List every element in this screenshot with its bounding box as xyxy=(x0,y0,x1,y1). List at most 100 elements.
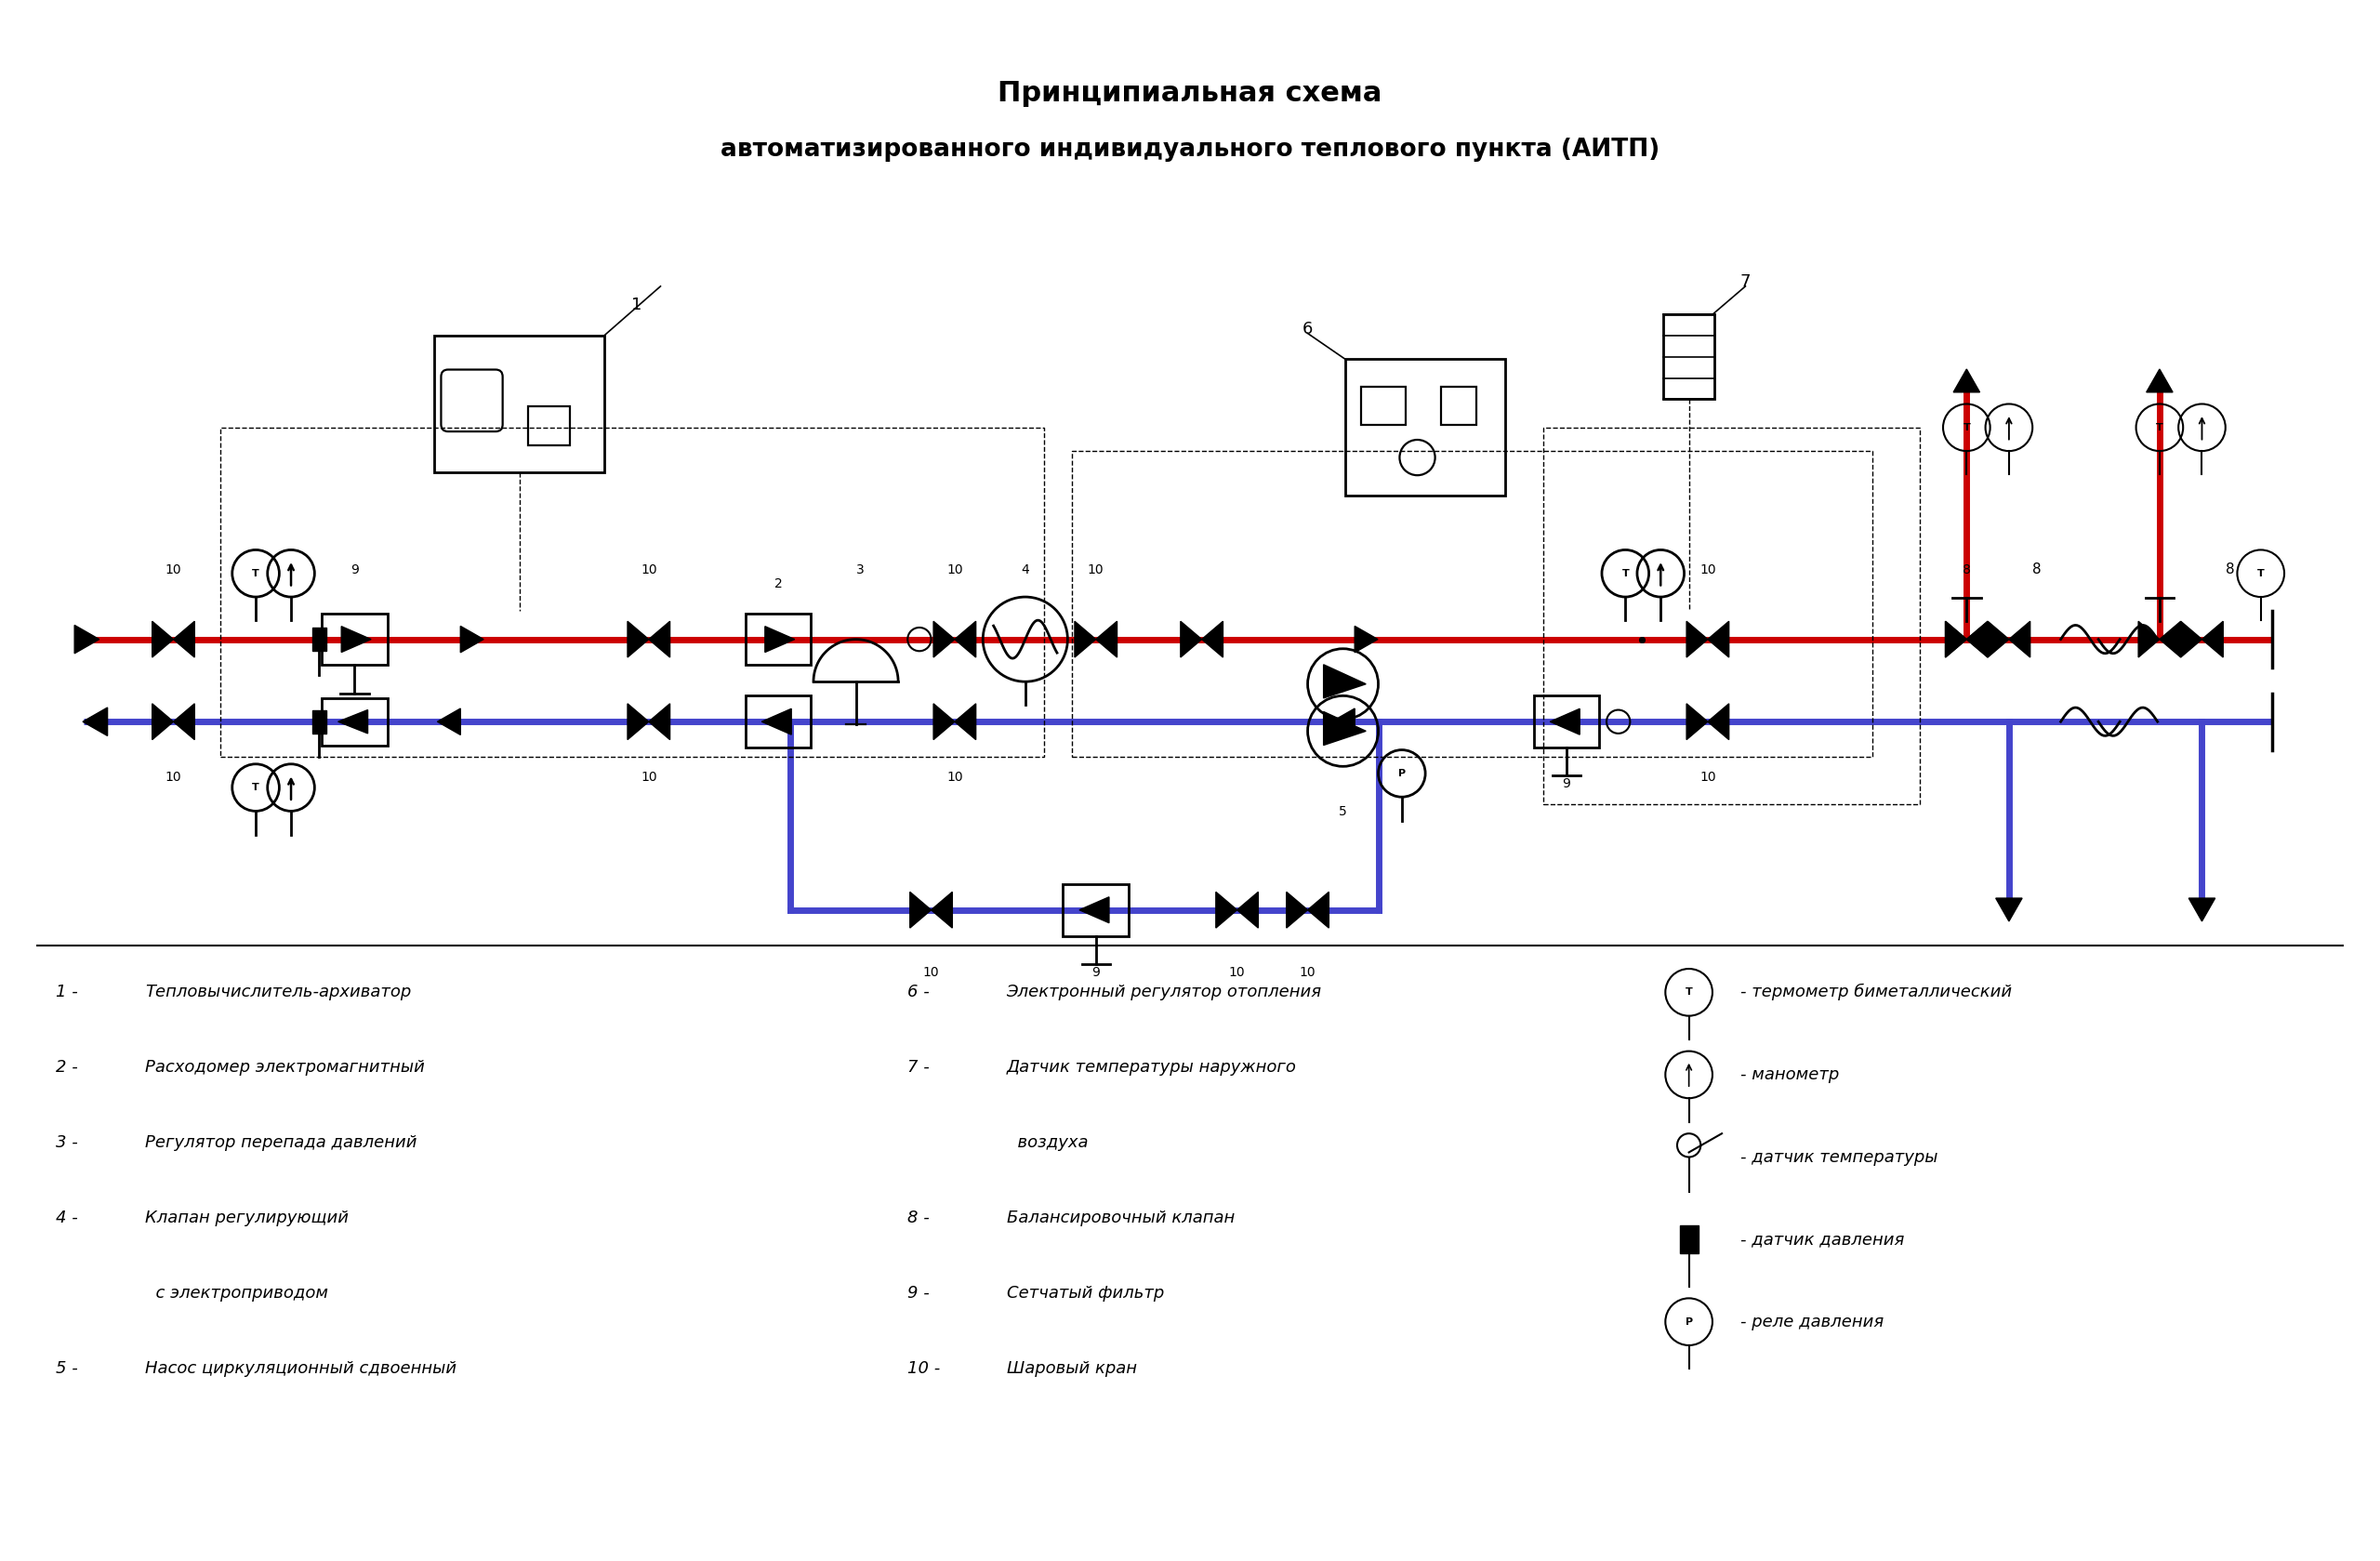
Bar xyxy=(312,628,326,651)
Text: - датчик давления: - датчик давления xyxy=(1740,1232,1904,1247)
Polygon shape xyxy=(459,626,483,652)
Polygon shape xyxy=(338,710,369,734)
Text: 8: 8 xyxy=(1964,564,1971,576)
Text: T: T xyxy=(2156,423,2163,432)
Text: 10: 10 xyxy=(164,770,181,784)
Text: T: T xyxy=(1685,988,1692,997)
Polygon shape xyxy=(340,626,371,652)
Text: Принципиальная схема: Принципиальная схема xyxy=(997,80,1383,106)
Text: - реле давления: - реле давления xyxy=(1740,1313,1885,1330)
Polygon shape xyxy=(83,707,107,735)
Bar xyxy=(1345,359,1504,496)
Text: T: T xyxy=(252,784,259,793)
Text: 6 -: 6 - xyxy=(907,983,931,1001)
Polygon shape xyxy=(1354,626,1378,652)
Polygon shape xyxy=(174,704,195,740)
Polygon shape xyxy=(762,709,790,735)
Text: T: T xyxy=(1964,423,1971,432)
Polygon shape xyxy=(1216,891,1238,927)
Polygon shape xyxy=(1323,712,1366,745)
Bar xyxy=(1542,428,1921,804)
Text: 3: 3 xyxy=(857,564,864,576)
Polygon shape xyxy=(628,704,650,740)
Text: 9: 9 xyxy=(1561,777,1571,790)
Text: P: P xyxy=(1685,1317,1692,1327)
Text: 1 -: 1 - xyxy=(55,983,79,1001)
Text: T: T xyxy=(2256,568,2263,578)
Polygon shape xyxy=(764,626,795,652)
Polygon shape xyxy=(1323,665,1366,698)
Text: 4: 4 xyxy=(1021,564,1028,576)
Polygon shape xyxy=(1076,621,1095,657)
Text: - термометр биметаллический: - термометр биметаллический xyxy=(1740,983,2011,1001)
Text: 10: 10 xyxy=(947,770,964,784)
Text: 8 -: 8 - xyxy=(907,1210,931,1227)
Polygon shape xyxy=(2202,621,2223,657)
Polygon shape xyxy=(1081,898,1109,923)
Bar xyxy=(1680,1225,1699,1253)
Polygon shape xyxy=(1180,621,1202,657)
Text: 9: 9 xyxy=(1092,966,1100,979)
Polygon shape xyxy=(1095,621,1116,657)
Polygon shape xyxy=(1997,898,2023,921)
Text: P: P xyxy=(1397,768,1407,777)
Polygon shape xyxy=(2009,621,2030,657)
Polygon shape xyxy=(1549,709,1580,735)
Text: 5 -: 5 - xyxy=(55,1361,79,1377)
Polygon shape xyxy=(1333,709,1354,735)
Text: 10 -: 10 - xyxy=(907,1361,940,1377)
Text: 10: 10 xyxy=(640,564,657,576)
Polygon shape xyxy=(933,621,954,657)
Polygon shape xyxy=(628,621,650,657)
Text: 3 -: 3 - xyxy=(55,1135,79,1152)
Text: T: T xyxy=(252,568,259,578)
Polygon shape xyxy=(1202,621,1223,657)
Polygon shape xyxy=(1954,368,1980,392)
Polygon shape xyxy=(152,704,174,740)
Text: 8: 8 xyxy=(2225,562,2235,576)
Text: Насос циркуляционный сдвоенный: Насос циркуляционный сдвоенный xyxy=(145,1361,457,1377)
Text: 10: 10 xyxy=(923,966,940,979)
Polygon shape xyxy=(1944,621,1966,657)
Bar xyxy=(1664,314,1716,400)
Text: воздуха: воздуха xyxy=(1007,1135,1088,1152)
Text: Датчик температуры наружного: Датчик температуры наружного xyxy=(1007,1060,1297,1076)
Polygon shape xyxy=(933,704,954,740)
Text: 10: 10 xyxy=(1699,770,1716,784)
Text: 8: 8 xyxy=(2033,562,2042,576)
Text: - датчик температуры: - датчик температуры xyxy=(1740,1149,1937,1166)
Text: 10: 10 xyxy=(1228,966,1245,979)
Polygon shape xyxy=(1709,621,1728,657)
Polygon shape xyxy=(1307,891,1328,927)
Polygon shape xyxy=(650,621,669,657)
Polygon shape xyxy=(74,624,100,654)
Bar xyxy=(312,710,326,734)
Text: автоматизированного индивидуального теплового пункта (АИТП): автоматизированного индивидуального тепл… xyxy=(721,137,1659,162)
Text: 7: 7 xyxy=(1740,273,1752,290)
Text: 1: 1 xyxy=(631,297,643,314)
Bar xyxy=(1073,451,1873,757)
Polygon shape xyxy=(1966,621,1987,657)
Text: 6: 6 xyxy=(1302,320,1314,337)
Text: Расходомер электромагнитный: Расходомер электромагнитный xyxy=(145,1060,426,1076)
Text: 9: 9 xyxy=(350,564,359,576)
Polygon shape xyxy=(1944,621,1966,657)
Polygon shape xyxy=(2147,368,2173,392)
Polygon shape xyxy=(954,621,976,657)
Polygon shape xyxy=(931,891,952,927)
Polygon shape xyxy=(1987,621,2009,657)
Bar xyxy=(436,336,605,473)
Polygon shape xyxy=(2180,621,2202,657)
Polygon shape xyxy=(909,891,931,927)
Text: Регулятор перепада давлений: Регулятор перепада давлений xyxy=(145,1135,416,1152)
Polygon shape xyxy=(954,704,976,740)
Bar xyxy=(221,428,1045,757)
Text: с электроприводом: с электроприводом xyxy=(145,1285,328,1302)
Polygon shape xyxy=(438,709,459,735)
Text: 7 -: 7 - xyxy=(907,1060,931,1076)
Text: Клапан регулирующий: Клапан регулирующий xyxy=(145,1210,350,1227)
Text: Балансировочный клапан: Балансировочный клапан xyxy=(1007,1210,1235,1227)
Polygon shape xyxy=(2190,898,2216,921)
Text: 10: 10 xyxy=(640,770,657,784)
Polygon shape xyxy=(152,621,174,657)
